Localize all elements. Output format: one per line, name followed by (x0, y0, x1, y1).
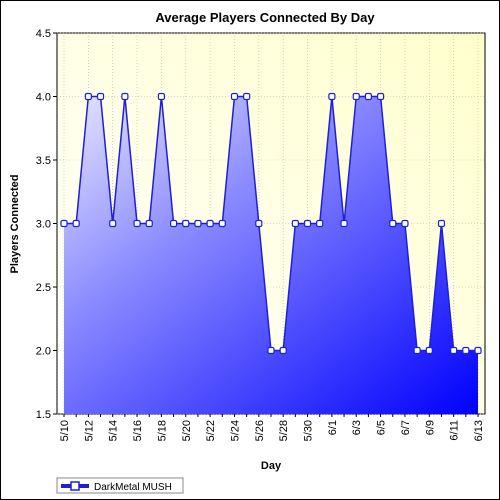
x-tick-label: 5/16 (132, 420, 144, 441)
y-axis-title: Players Connected (9, 174, 21, 273)
x-tick-label: 5/26 (254, 420, 266, 441)
x-tick-label: 6/13 (473, 420, 485, 441)
data-point (376, 92, 385, 101)
x-axis-ticks: 5/10 5/12 5/14 5/16 5/18 5/20 5/22 5/24 5/26 5/28… (59, 414, 485, 441)
data-point (425, 346, 433, 355)
y-tick-label: 2.5 (36, 282, 51, 294)
data-point (267, 346, 275, 355)
data-point (450, 346, 458, 355)
data-point (96, 92, 105, 101)
data-point (352, 92, 360, 101)
y-tick-label: 4.0 (36, 92, 51, 104)
data-point (328, 92, 336, 101)
x-tick-label: 5/22 (205, 420, 217, 441)
data-point (437, 219, 446, 228)
data-point (243, 92, 251, 101)
data-point (84, 92, 92, 101)
data-point (60, 219, 68, 228)
data-point (182, 219, 190, 228)
x-tick-label: 6/9 (424, 420, 436, 435)
data-point (389, 219, 397, 228)
y-tick-label: 4.5 (36, 28, 51, 40)
y-tick-label: 1.5 (36, 409, 51, 421)
data-point (133, 219, 141, 228)
data-point (316, 219, 324, 228)
data-point (194, 219, 202, 228)
data-point (206, 219, 214, 228)
y-tick-label: 2.0 (36, 346, 51, 358)
x-tick-label: 5/12 (83, 420, 95, 441)
data-point (462, 346, 470, 355)
data-point (145, 219, 153, 228)
x-tick-label: 5/30 (303, 420, 315, 441)
x-tick-label: 5/24 (229, 420, 241, 441)
x-axis-title: Day (261, 460, 282, 472)
data-point (413, 346, 421, 355)
x-tick-label: 6/3 (351, 420, 363, 435)
legend: DarkMetal MUSH (56, 477, 184, 494)
data-point (218, 219, 226, 228)
legend-box (56, 477, 184, 494)
x-tick-label: 5/18 (156, 420, 168, 441)
data-point (121, 92, 129, 101)
data-point (109, 219, 117, 228)
data-point (255, 219, 263, 228)
series-area (64, 96, 478, 414)
y-axis-ticks: 1.5 2.0 2.5 3.0 3.5 4.0 4.5 (36, 28, 57, 421)
chart-title: Average Players Connected By Day (155, 10, 375, 25)
legend-marker-icon (70, 481, 80, 491)
y-tick-label: 3.5 (36, 155, 51, 167)
x-tick-label: 5/28 (278, 420, 290, 441)
data-point (291, 219, 299, 228)
x-tick-label: 6/1 (327, 420, 339, 435)
data-point (303, 219, 312, 228)
x-tick-label: 6/7 (400, 420, 412, 435)
data-point (230, 92, 239, 101)
data-point (279, 346, 287, 355)
data-point (364, 92, 373, 101)
data-point (401, 219, 409, 228)
x-tick-label: 5/10 (59, 420, 71, 441)
x-tick-label: 6/11 (449, 420, 461, 441)
x-tick-label: 6/5 (376, 420, 388, 435)
x-tick-label: 5/14 (108, 420, 120, 441)
data-point (157, 92, 166, 101)
x-tick-label: 5/20 (181, 420, 193, 441)
y-tick-label: 3.0 (36, 219, 51, 231)
data-point (340, 219, 348, 228)
data-point (169, 219, 178, 228)
data-point (72, 219, 80, 228)
data-point (474, 346, 482, 355)
series-markers (60, 92, 482, 355)
legend-label: DarkMetal MUSH (94, 482, 172, 493)
